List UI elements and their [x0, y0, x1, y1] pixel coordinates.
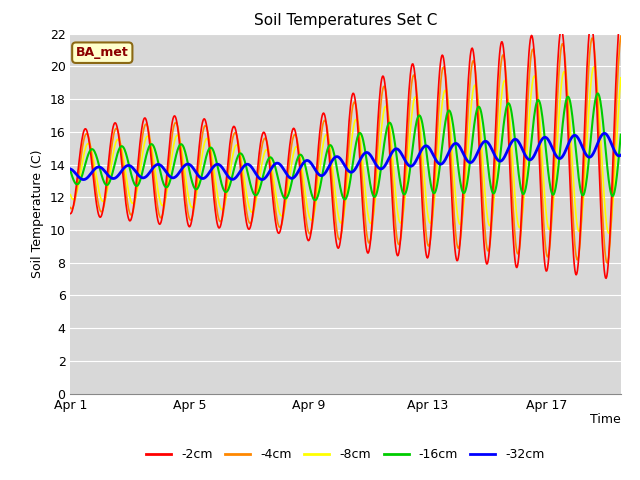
Text: Time: Time: [590, 413, 621, 426]
Y-axis label: Soil Temperature (C): Soil Temperature (C): [31, 149, 44, 278]
Title: Soil Temperatures Set C: Soil Temperatures Set C: [254, 13, 437, 28]
Legend: -2cm, -4cm, -8cm, -16cm, -32cm: -2cm, -4cm, -8cm, -16cm, -32cm: [141, 443, 550, 466]
Text: BA_met: BA_met: [76, 46, 129, 59]
